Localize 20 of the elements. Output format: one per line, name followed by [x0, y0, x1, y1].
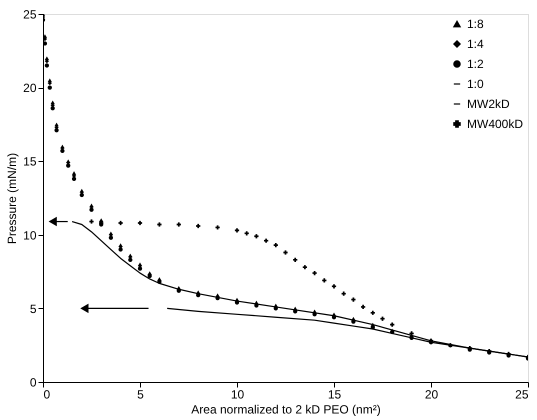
x-tick-label: 5 [137, 388, 144, 402]
legend-label: MW2kD [467, 97, 510, 111]
legend-label: 1:2 [467, 57, 484, 71]
legend-label: 1:0 [467, 77, 484, 91]
y-tick-label: 5 [30, 302, 37, 316]
x-tick-label: 25 [515, 388, 529, 402]
x-tick-label: 20 [424, 388, 438, 402]
x-tick-label: 0 [44, 388, 50, 402]
y-axis-title: Pressure (mN/m) [5, 152, 20, 244]
legend-label: 1:8 [467, 17, 484, 31]
legend-label: MW400kD [467, 117, 524, 131]
y-tick-label: 10 [23, 228, 37, 242]
y-tick-label: 20 [23, 81, 37, 96]
y-tick-label: 15 [23, 154, 37, 169]
x-tick-label: 10 [230, 388, 244, 402]
x-tick-label: 15 [328, 388, 342, 402]
legend-label: 1:4 [467, 37, 484, 51]
x-axis-title: Area normalized to 2 kD PEO (nm²) [191, 402, 381, 416]
y-tick-label: 25 [23, 8, 37, 22]
y-tick-label: 0 [30, 376, 37, 390]
